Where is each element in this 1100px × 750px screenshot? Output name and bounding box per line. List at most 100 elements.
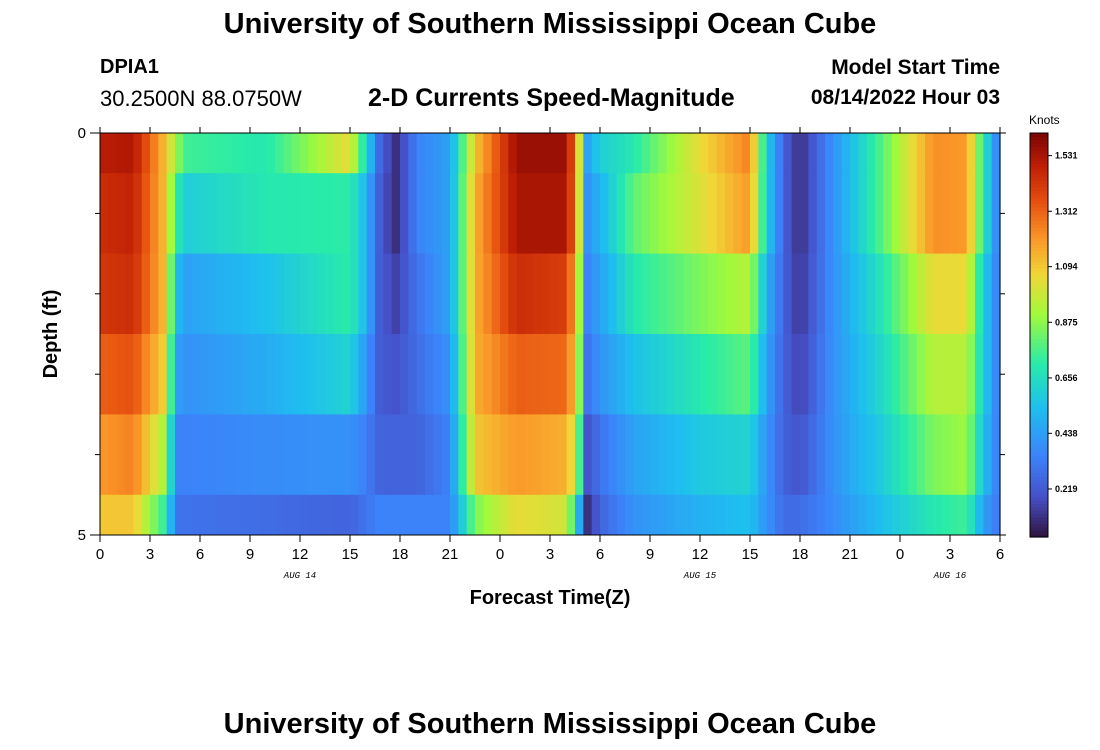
heatmap-cell: [283, 253, 293, 335]
colorbar-segment: [1030, 190, 1048, 195]
heatmap-cell: [675, 253, 684, 335]
colorbar-segment: [1030, 291, 1048, 296]
heatmap-cell: [975, 133, 984, 174]
heatmap-cell: [566, 334, 576, 415]
heatmap-cell: [216, 494, 226, 536]
colorbar-segment: [1030, 446, 1048, 451]
heatmap-cell: [341, 414, 351, 496]
heatmap-cell: [150, 334, 159, 415]
heatmap-cell: [941, 173, 951, 255]
heatmap-cell: [966, 133, 976, 174]
x-tick-label: 15: [342, 546, 359, 563]
heatmap-cell: [116, 334, 126, 415]
heatmap-cell: [508, 133, 518, 174]
heatmap-cell: [158, 494, 168, 536]
heatmap-cell: [166, 414, 176, 496]
heatmap-cell: [625, 334, 634, 415]
heatmap-cell: [725, 414, 734, 496]
heatmap-cell: [783, 494, 793, 536]
heatmap-cell: [858, 334, 868, 415]
heatmap-cell: [941, 253, 951, 335]
heatmap-cell: [891, 133, 901, 174]
heatmap-cell: [350, 414, 359, 496]
heatmap-cell: [375, 334, 384, 415]
heatmap-cell: [908, 133, 918, 174]
heatmap-cell: [641, 133, 651, 174]
heatmap-cell: [316, 253, 326, 335]
heatmap-cell: [975, 494, 984, 536]
colorbar-segment: [1030, 462, 1048, 467]
heatmap-cell: [750, 173, 759, 255]
heatmap-cell: [575, 173, 584, 255]
heatmap-cell: [716, 494, 726, 536]
heatmap-cell: [141, 173, 151, 255]
heatmap-cell: [233, 173, 243, 255]
heatmap-cell: [141, 334, 151, 415]
heatmap-cell: [383, 414, 393, 496]
heatmap-cell: [733, 334, 743, 415]
heatmap-cell: [516, 414, 526, 496]
heatmap-cell: [508, 173, 518, 255]
heatmap-cell: [608, 494, 618, 536]
heatmap-cell: [483, 494, 493, 536]
heatmap-cell: [783, 253, 793, 335]
heatmap-cell: [991, 253, 1001, 335]
heatmap-cell: [816, 133, 826, 174]
heatmap-cell: [466, 173, 476, 255]
heatmap-cell: [550, 494, 559, 536]
heatmap-cell: [391, 334, 401, 415]
heatmap-cell: [316, 133, 326, 174]
heatmap-cell: [108, 334, 118, 415]
heatmap-cell: [250, 334, 259, 415]
heatmap-cell: [108, 133, 118, 174]
heatmap-cell: [258, 494, 268, 536]
heatmap-cell: [500, 133, 509, 174]
heatmap-cell: [908, 173, 918, 255]
x-tick-label: 3: [546, 546, 554, 563]
heatmap-cell: [591, 334, 601, 415]
heatmap-cell: [575, 253, 584, 335]
heatmap-cell: [908, 253, 918, 335]
heatmap-cell: [858, 494, 868, 536]
heatmap-cell: [458, 334, 468, 415]
colorbar-segment: [1030, 361, 1048, 366]
heatmap-cell: [383, 133, 393, 174]
colorbar-tick-label: 0.438: [1055, 428, 1078, 438]
colorbar-segment: [1030, 250, 1048, 255]
heatmap-cell: [650, 494, 659, 536]
heatmap-cell: [458, 414, 468, 496]
heatmap-cell: [700, 414, 709, 496]
heatmap-cell: [716, 253, 726, 335]
heatmap-cell: [866, 334, 876, 415]
heatmap-cell: [116, 414, 126, 496]
heatmap-cell: [183, 414, 193, 496]
heatmap-cell: [791, 414, 801, 496]
heatmap-cell: [291, 334, 301, 415]
heatmap-cell: [225, 133, 234, 174]
heatmap-cell: [775, 494, 784, 536]
x-date-label: AUG 14: [283, 571, 316, 581]
x-tick-label: 18: [392, 546, 409, 563]
heatmap-cell: [175, 133, 184, 174]
heatmap-cell: [391, 253, 401, 335]
heatmap-cell: [941, 334, 951, 415]
heatmap-cell: [683, 173, 693, 255]
colorbar-segment: [1030, 372, 1048, 376]
colorbar-segment: [1030, 432, 1048, 437]
heatmap-cell: [725, 253, 734, 335]
heatmap-cell: [841, 494, 851, 536]
heatmap-cell: [583, 133, 593, 174]
heatmap-cell: [191, 133, 201, 174]
colorbar-segment: [1030, 479, 1048, 484]
heatmap-cell: [491, 173, 501, 255]
heatmap-cell: [625, 253, 634, 335]
colorbar-segment: [1030, 335, 1048, 339]
colorbar-segment: [1030, 297, 1048, 302]
colorbar-segment: [1030, 439, 1048, 444]
heatmap-cell: [875, 173, 884, 255]
heatmap-cell: [350, 253, 359, 335]
colorbar-segment: [1030, 476, 1048, 481]
heatmap-cell: [958, 173, 968, 255]
heatmap-cell: [808, 494, 818, 536]
